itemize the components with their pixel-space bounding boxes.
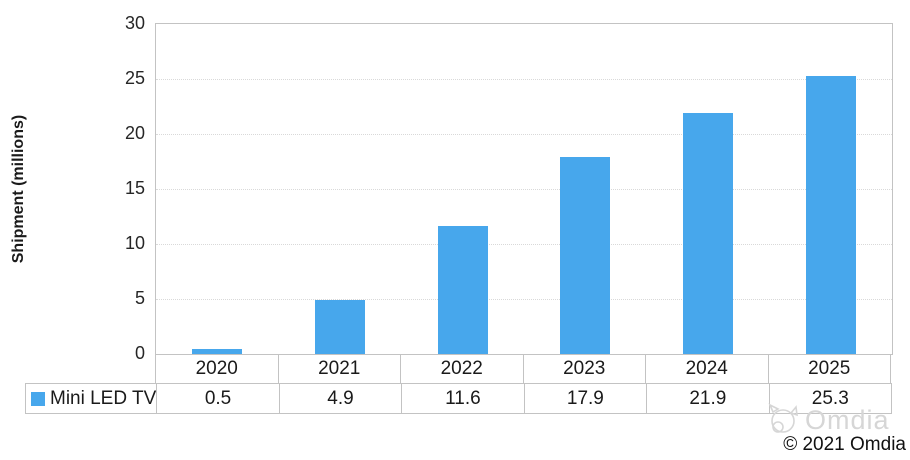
plot-area	[155, 23, 893, 355]
y-tick-label: 10	[124, 233, 145, 253]
table-value-2022: 11.6	[401, 384, 523, 413]
bar-2024	[683, 113, 733, 354]
bar-2022	[437, 226, 488, 354]
x-axis-label-2022: 2022	[400, 354, 523, 383]
y-tick-label: 15	[124, 178, 145, 198]
x-axis-category-row: 2020 2021 2022 2023 2024 2025	[155, 354, 891, 383]
y-tick-label: 20	[124, 123, 145, 143]
gridline	[156, 134, 892, 135]
gridline	[156, 79, 892, 80]
gridline	[156, 244, 892, 245]
table-value-2020: 0.5	[156, 384, 278, 413]
copyright-text: © 2021 Omdia	[783, 434, 906, 455]
omdia-watermark-text: Omdia	[805, 404, 890, 435]
y-axis-title: Shipment (millions)	[10, 114, 27, 264]
legend-cell: Mini LED TV	[26, 384, 156, 413]
y-tick-label: 5	[134, 288, 145, 308]
y-tick-label: 25	[124, 68, 145, 88]
table-value-2025: 25.3	[768, 384, 891, 413]
x-axis-label-2021: 2021	[277, 354, 401, 383]
y-tick-label: 0	[134, 343, 145, 363]
data-table-row: Mini LED TV 0.5 4.9 11.6 17.9 21.9 25.3	[25, 383, 892, 414]
bar-2020	[192, 348, 243, 354]
bar-2021	[315, 300, 365, 354]
x-axis-label-2023: 2023	[522, 354, 646, 383]
x-axis-label-2020: 2020	[195, 357, 238, 379]
omdia-watermark: Omdia	[765, 403, 890, 437]
series-legend-key-icon	[31, 391, 45, 406]
x-axis-label-2024: 2024	[645, 354, 768, 383]
table-value-2024: 21.9	[646, 384, 768, 413]
x-axis-label-2025: 2025	[767, 354, 891, 383]
bar-2023	[560, 157, 611, 354]
series-legend-label: Mini LED TV	[50, 387, 157, 409]
y-tick-label: 30	[124, 13, 145, 33]
gridline	[156, 189, 892, 190]
omdia-cat-logo-icon	[768, 403, 798, 433]
table-value-2021: 4.9	[278, 384, 401, 413]
gridline	[156, 299, 892, 300]
bar-2025	[805, 75, 856, 354]
table-value-2023: 17.9	[523, 384, 646, 413]
